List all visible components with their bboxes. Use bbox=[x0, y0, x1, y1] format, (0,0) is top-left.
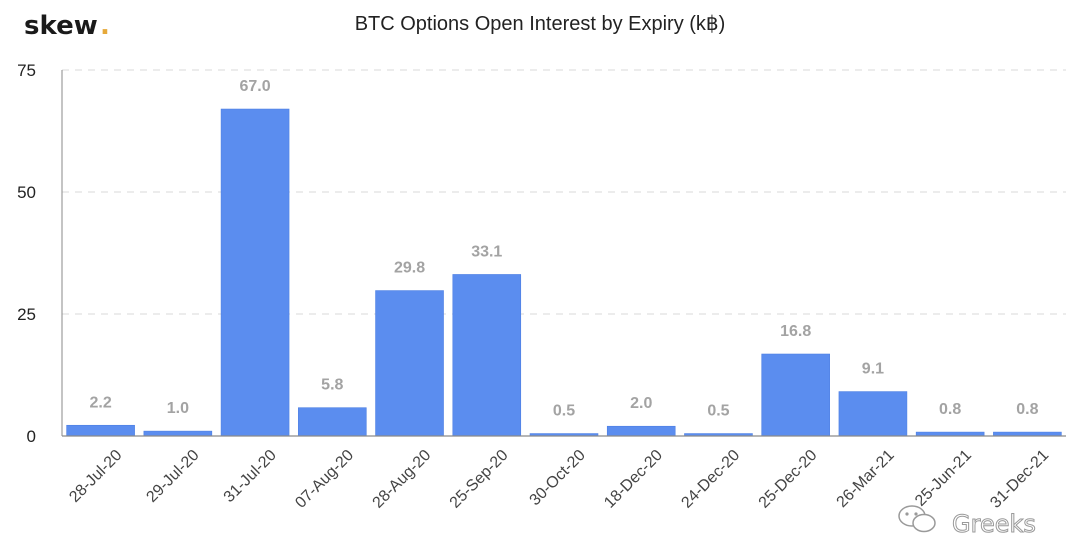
data-label: 2.0 bbox=[630, 395, 652, 412]
data-label: 67.0 bbox=[240, 78, 271, 95]
x-tick-label: 26-Mar-21 bbox=[834, 447, 898, 511]
x-tick-label: 25-Jun-21 bbox=[912, 447, 975, 510]
gridlines bbox=[62, 69, 1066, 315]
bar bbox=[143, 430, 213, 437]
y-tick-label: 75 bbox=[17, 61, 36, 80]
skew-logo: skew . bbox=[24, 11, 110, 41]
data-label: 0.5 bbox=[553, 403, 575, 420]
data-label: 0.5 bbox=[707, 403, 729, 420]
y-tick-labels: 0 25 50 75 bbox=[17, 61, 36, 446]
x-tick-label: 31-Dec-21 bbox=[987, 447, 1052, 512]
bar bbox=[298, 407, 367, 437]
y-tick-label: 0 bbox=[27, 427, 36, 446]
bars bbox=[66, 108, 1062, 437]
watermark: Greeks bbox=[898, 505, 1036, 539]
x-tick-label: 25-Sep-20 bbox=[447, 447, 512, 512]
data-labels: 2.2 1.0 67.0 5.8 29.8 33.1 0.5 2.0 0.5 16.8 9.1 0.8… bbox=[89, 78, 1038, 420]
data-label: 33.1 bbox=[471, 243, 502, 260]
watermark-text: Greeks bbox=[952, 510, 1036, 538]
data-label: 29.8 bbox=[394, 260, 425, 277]
bar bbox=[761, 353, 830, 437]
x-tick-label: 28-Aug-20 bbox=[370, 447, 435, 512]
y-tick-label: 25 bbox=[17, 305, 36, 324]
bar bbox=[452, 274, 522, 437]
x-tick-label: 31-Jul-20 bbox=[221, 447, 280, 506]
wechat-icon bbox=[898, 505, 936, 533]
data-label: 2.2 bbox=[89, 394, 111, 411]
bar bbox=[220, 108, 290, 437]
data-label: 1.0 bbox=[167, 400, 189, 417]
chart-title: BTC Options Open Interest by Expiry (k฿) bbox=[355, 13, 726, 35]
logo-text: skew bbox=[24, 11, 98, 41]
data-label: 0.8 bbox=[939, 401, 961, 418]
x-tick-label: 28-Jul-20 bbox=[66, 447, 125, 506]
bar bbox=[838, 391, 908, 437]
logo-dot: . bbox=[100, 11, 110, 41]
axes bbox=[61, 70, 1066, 437]
bar bbox=[606, 425, 676, 437]
data-label: 16.8 bbox=[780, 323, 811, 340]
x-tick-label: 07-Aug-20 bbox=[292, 447, 357, 512]
data-label: 9.1 bbox=[862, 361, 884, 378]
x-tick-label: 24-Dec-20 bbox=[678, 447, 743, 512]
y-tick-label: 50 bbox=[17, 183, 36, 202]
x-tick-label: 29-Jul-20 bbox=[143, 447, 202, 506]
x-tick-label: 18-Dec-20 bbox=[601, 447, 666, 512]
x-tick-label: 25-Dec-20 bbox=[756, 447, 821, 512]
x-tick-label: 30-Oct-20 bbox=[527, 447, 589, 509]
data-label: 5.8 bbox=[321, 377, 343, 394]
data-label: 0.8 bbox=[1016, 401, 1038, 418]
bar bbox=[66, 424, 135, 437]
x-tick-labels: 28-Jul-20 29-Jul-20 31-Jul-20 07-Aug-20 28-A… bbox=[66, 447, 1052, 512]
bar bbox=[375, 290, 444, 437]
